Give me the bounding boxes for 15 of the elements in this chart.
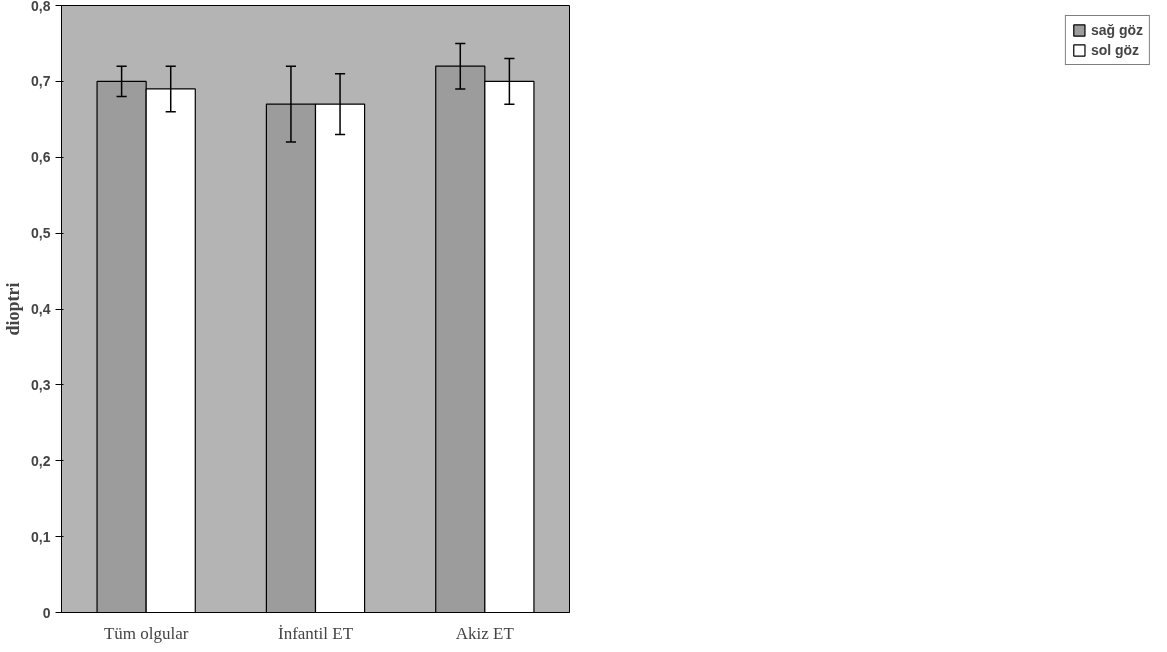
y-tick-label: 0,1 bbox=[31, 528, 51, 545]
y-tick-label: 0,3 bbox=[31, 376, 51, 393]
y-tick-label: 0,2 bbox=[31, 452, 51, 469]
y-tick-label: 0,7 bbox=[31, 73, 51, 90]
y-tick-label: 0,5 bbox=[31, 225, 51, 242]
y-tick-label: 0,6 bbox=[31, 149, 51, 166]
x-tick-label: Tüm olgular bbox=[103, 623, 189, 643]
y-tick-label: 0,4 bbox=[31, 301, 51, 317]
x-tick-label: İnfantil ET bbox=[277, 623, 354, 643]
y-tick-label: 0,8 bbox=[31, 0, 51, 14]
y-axis-title: dioptri bbox=[3, 282, 24, 336]
x-tick-label: Akiz ET bbox=[455, 623, 515, 643]
y-tick-label: 0 bbox=[42, 604, 51, 621]
legend-label: sağ göz bbox=[1090, 22, 1143, 38]
legend-label: sol göz bbox=[1090, 42, 1140, 58]
